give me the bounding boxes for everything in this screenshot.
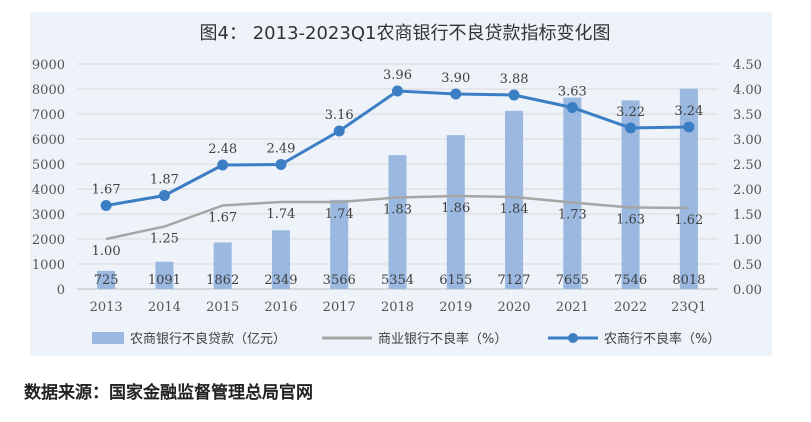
line-data-label: 1.74	[266, 207, 295, 222]
line-marker	[275, 159, 287, 170]
line-data-label: 1.63	[616, 213, 645, 228]
line-data-label: 3.96	[383, 68, 412, 83]
x-tick-label: 2018	[381, 300, 414, 315]
y-right-tick-label: 1.50	[733, 208, 762, 223]
y-left-tick-label: 2000	[32, 233, 65, 248]
bar-data-label: 5354	[381, 273, 414, 288]
series-line-commercial-npl	[105, 194, 689, 241]
legend-swatch-marker	[568, 333, 578, 343]
y-right-tick-label: 2.00	[733, 183, 762, 198]
y-right-tick-label: 4.00	[733, 83, 762, 98]
legend-label: 农商银行不良贷款（亿元）	[130, 331, 286, 347]
line-marker	[450, 88, 462, 100]
line-data-label: 1.62	[674, 213, 703, 228]
y-right-tick-label: 0.00	[733, 283, 762, 298]
line-data-label: 3.16	[325, 108, 354, 123]
y-left-tick-label: 6000	[32, 133, 65, 148]
line-marker	[100, 200, 112, 211]
line-data-label: 1.73	[558, 208, 587, 223]
x-tick-label: 2022	[614, 300, 647, 315]
line-data-label: 1.67	[92, 183, 121, 198]
y-left-tick-label: 8000	[32, 83, 65, 98]
y-right-tick-label: 0.50	[733, 258, 762, 273]
bar-data-label: 8018	[672, 273, 705, 288]
line-marker	[566, 102, 578, 113]
line-data-label: 3.90	[441, 71, 470, 86]
line-data-label: 1.86	[441, 201, 470, 216]
bar-data-label: 2349	[264, 273, 297, 288]
line-data-label: 3.22	[616, 105, 645, 120]
chart: 图4： 2013-2023Q1农商银行不良贷款指标变化图 0 1000 2000 300…	[32, 23, 762, 347]
line-data-label: 3.88	[500, 72, 529, 87]
bar-data-label: 1091	[148, 273, 181, 288]
y-right-tick-label: 1.00	[733, 233, 762, 248]
x-tick-label: 2016	[264, 300, 297, 315]
y-left-tick-label: 1000	[32, 258, 65, 273]
line-marker	[508, 89, 520, 101]
x-tick-label: 2014	[148, 300, 181, 315]
bar	[446, 135, 465, 289]
y-right-tick-label: 4.50	[733, 58, 762, 73]
bar	[97, 270, 116, 289]
x-tick-label: 2021	[556, 300, 589, 315]
line-data-label: 1.00	[92, 244, 121, 259]
bar-data-label: 1862	[206, 273, 239, 288]
y-left-tick-label: 0	[57, 283, 65, 298]
line-data-label: 1.83	[383, 203, 412, 218]
legend-swatch-bar	[92, 332, 124, 344]
line-data-label: 3.63	[558, 85, 587, 100]
bar	[271, 230, 290, 289]
x-tick-label: 2015	[206, 300, 239, 315]
y-left-tick-label: 9000	[32, 58, 65, 73]
line-marker	[217, 159, 229, 171]
line-data-label: 2.49	[266, 142, 295, 157]
bar	[388, 155, 407, 289]
legend-label: 商业银行不良率（%）	[378, 331, 507, 347]
y-right-tick-label: 2.50	[733, 158, 762, 173]
line-marker	[625, 122, 637, 134]
y-left-tick-label: 5000	[32, 158, 65, 173]
bar-data-label: 7127	[497, 273, 530, 288]
x-tick-label: 2020	[497, 300, 530, 315]
y-left-tick-label: 7000	[32, 108, 65, 123]
bar	[505, 110, 524, 289]
line-data-label: 3.24	[674, 104, 703, 119]
bar-data-label: 7655	[556, 273, 589, 288]
x-tick-label: 2013	[90, 300, 123, 315]
line-marker	[333, 125, 345, 137]
bar	[330, 199, 349, 289]
y-left-tick-label: 3000	[32, 208, 65, 223]
y-left-tick-label: 4000	[32, 183, 65, 198]
x-tick-label: 23Q1	[671, 300, 706, 315]
bar	[621, 100, 640, 289]
line-data-label: 1.84	[500, 202, 529, 217]
bar-data-label: 6155	[439, 273, 472, 288]
line-data-label: 1.25	[150, 232, 179, 247]
chart-title: 图4： 2013-2023Q1农商银行不良贷款指标变化图	[200, 23, 611, 44]
x-tick-label: 2017	[323, 300, 356, 315]
x-tick-label: 2019	[439, 300, 472, 315]
line-data-label: 1.87	[150, 173, 179, 188]
source-note: 数据来源：国家金融监督管理总局官网	[24, 383, 313, 403]
bar	[679, 88, 698, 289]
line-data-label: 2.48	[208, 142, 237, 157]
line-marker	[392, 85, 403, 97]
line-data-label: 1.67	[208, 211, 237, 226]
line-marker	[158, 190, 170, 201]
line-data-label: 1.74	[325, 207, 354, 222]
legend-label: 农商行不良率（%）	[604, 331, 720, 347]
bar-data-label: 7546	[614, 273, 647, 288]
bar-data-label: 3566	[323, 273, 356, 288]
y-right-tick-label: 3.00	[733, 133, 762, 148]
y-right-tick-label: 3.50	[733, 108, 762, 123]
line-marker	[683, 121, 695, 133]
bar	[155, 261, 174, 289]
bar	[563, 97, 582, 289]
bar-data-label: 725	[94, 273, 119, 288]
bar	[213, 242, 232, 289]
